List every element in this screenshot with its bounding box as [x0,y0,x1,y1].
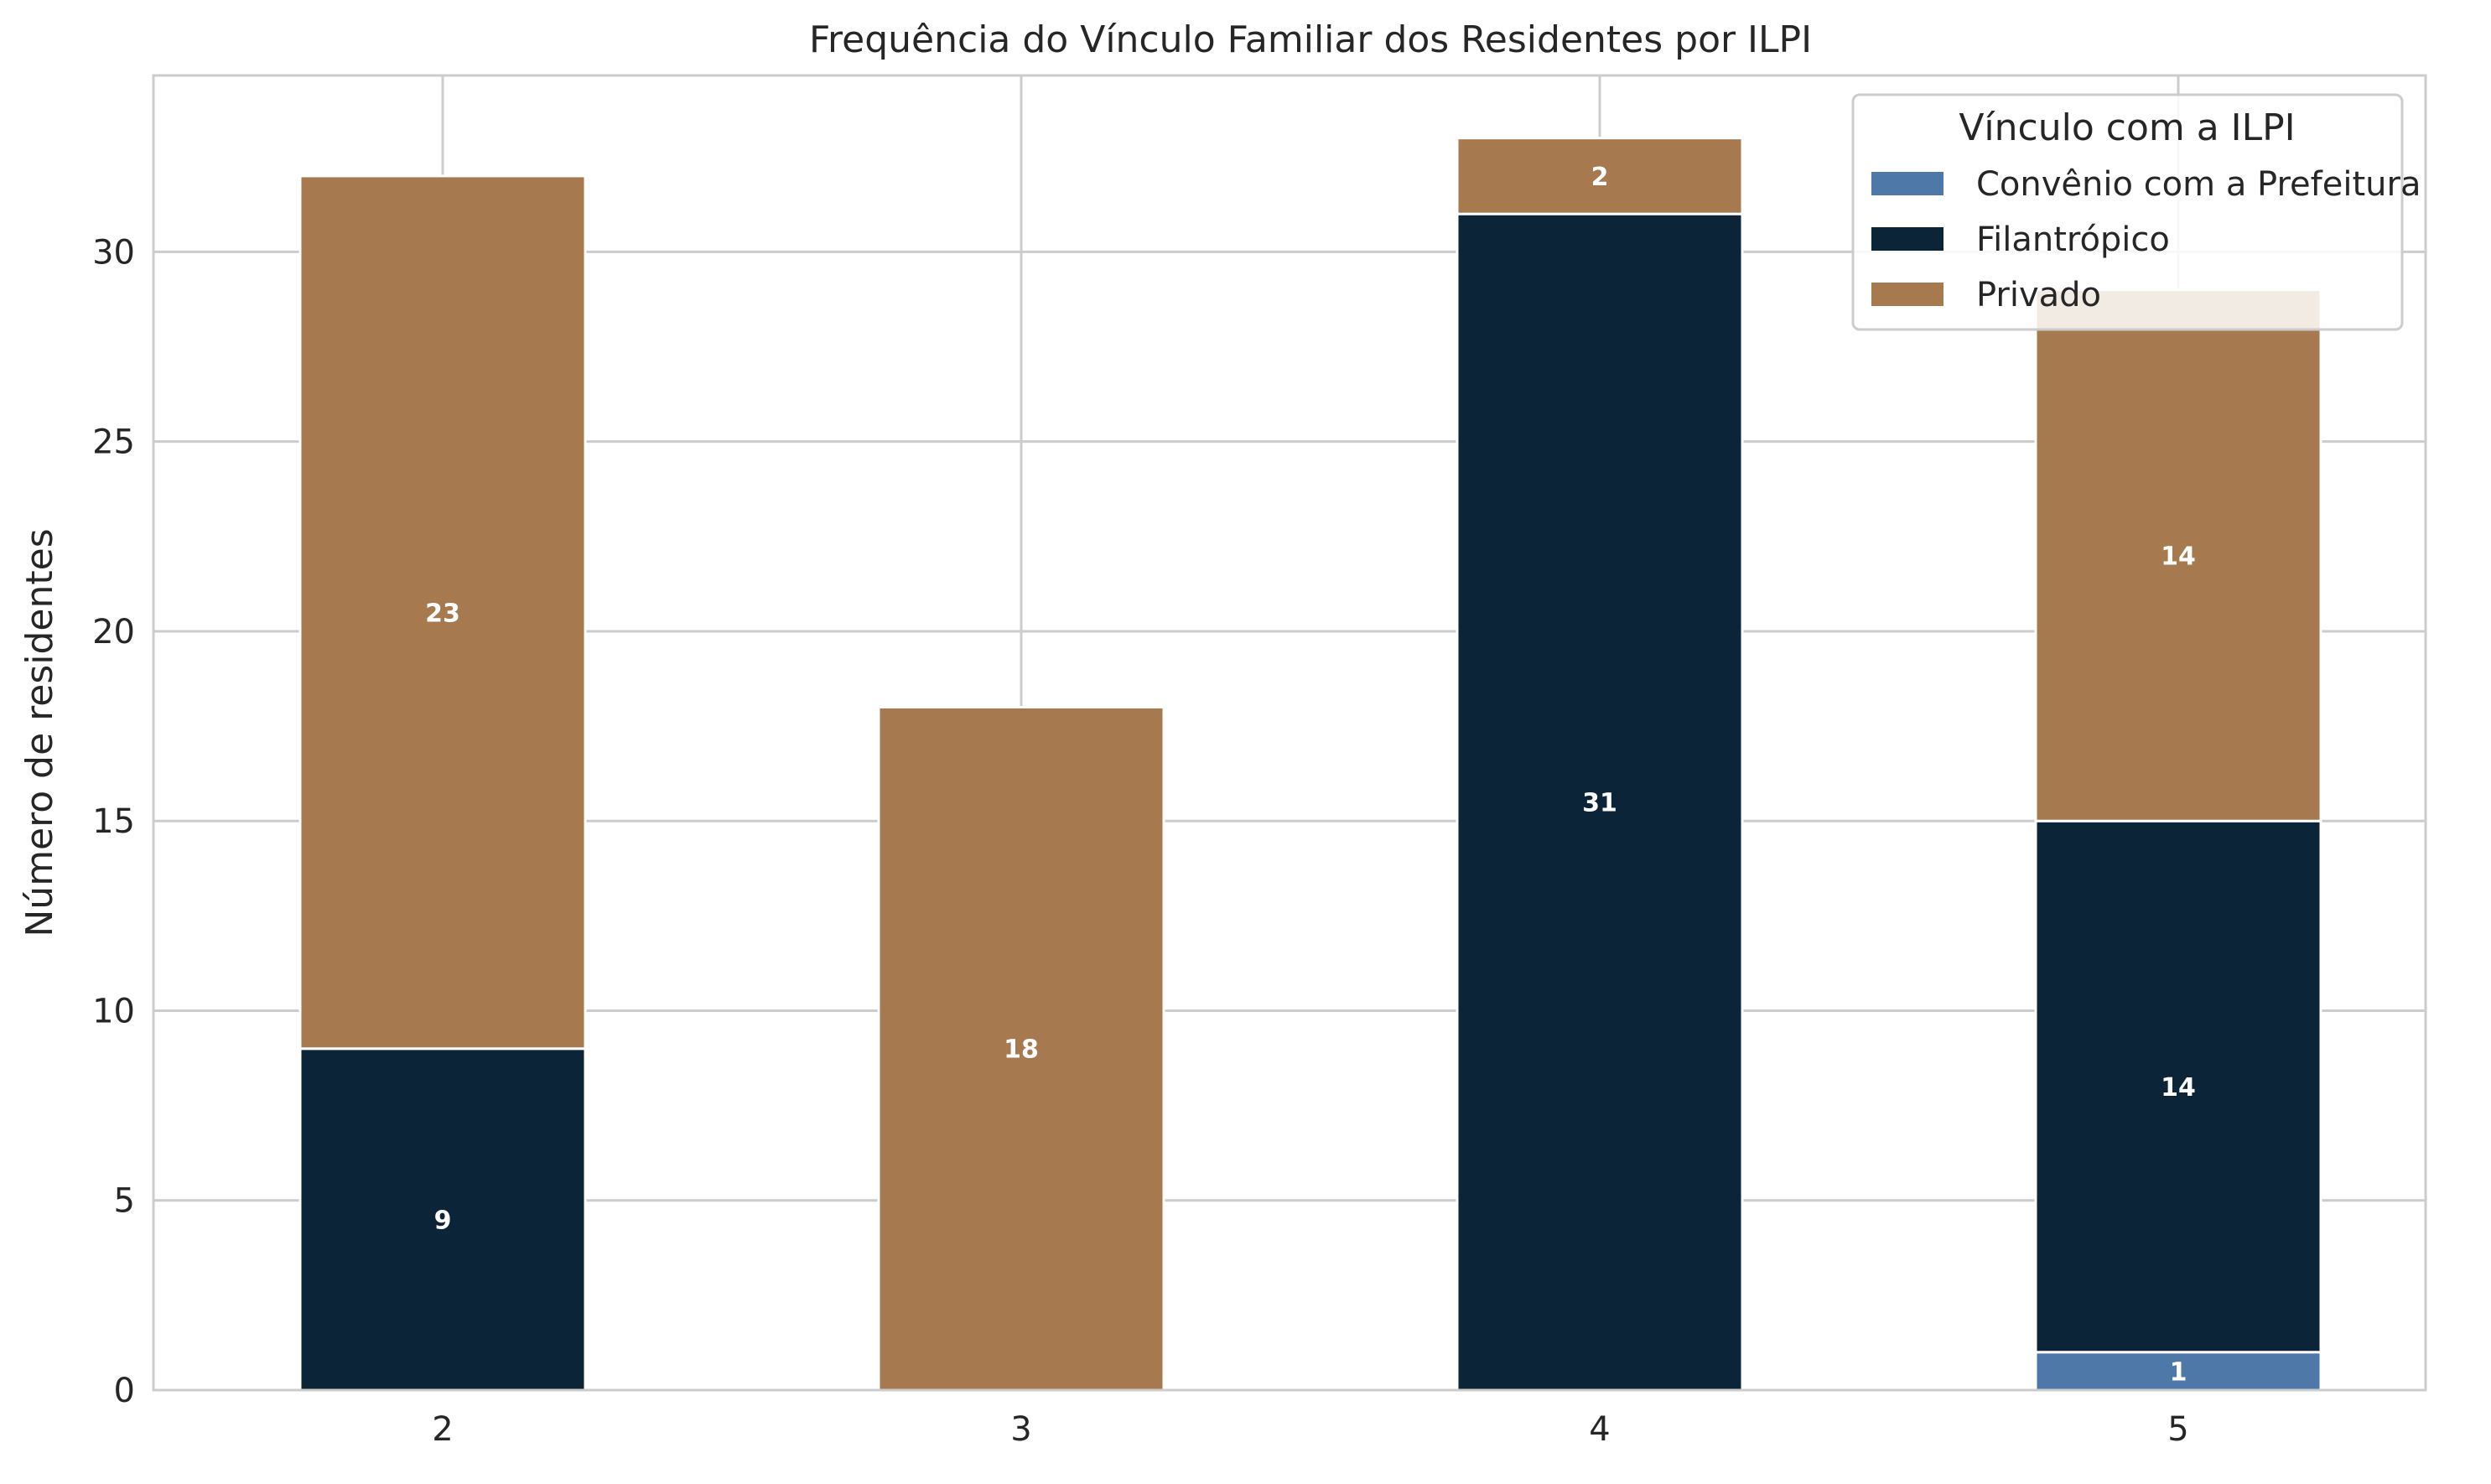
plot-frame [152,74,2427,1392]
legend: Vínculo com a ILPI Convênio com a Prefei… [1851,93,2421,331]
x-tick-label: 4 [1589,1410,1610,1449]
y-tick-label: 10 [92,992,135,1030]
legend-box [1851,93,2404,331]
y-tick-label: 0 [114,1372,135,1410]
data-label-filantr-pico-5: 14 [2161,1073,2196,1103]
y-tick-label: 5 [114,1182,135,1221]
legend-swatch-privado [1871,283,1943,306]
legend-label-privado: Privado [1976,276,2101,314]
y-tick-label: 20 [92,613,135,651]
bar-filantr-pico-4 [1456,212,1744,1392]
legend-items: Convênio com a Prefeitura Filantrópico Pri… [1871,165,2421,314]
y-tick-label: 25 [92,423,135,462]
bar-conv-nio-com-a-prefeitura-5 [2034,1351,2322,1392]
bar-privado-5 [2034,288,2322,822]
data-label-filantr-pico-2: 9 [434,1206,452,1235]
data-labels-layer: 9 23 18 31 2 1 14 14 [425,163,2196,1387]
x-tick-label: 3 [1010,1410,1031,1449]
data-label-privado-2: 23 [425,599,460,628]
x-tick-label: 5 [2167,1410,2188,1449]
y-tick-labels: 0 5 10 15 20 25 30 [92,233,135,1410]
bar-filantr-pico-2 [298,1047,587,1392]
x-tick-labels: 2 3 4 5 [432,1410,2188,1449]
x-tick-label: 2 [432,1410,453,1449]
data-label-conv-nio-com-a-prefeitura-5: 1 [2170,1357,2187,1387]
legend-title: Vínculo com a ILPI [1959,106,2295,149]
data-label-filantr-pico-4: 31 [1582,789,1617,818]
y-tick-label: 30 [92,233,135,272]
data-label-privado-3: 18 [1004,1035,1039,1065]
data-label-privado-5: 14 [2161,542,2196,571]
y-tick-label: 15 [92,802,135,841]
legend-swatch-conv-nio-com-a-prefeitura [1871,172,1943,195]
legend-label-conv-nio-com-a-prefeitura: Convênio com a Prefeitura [1976,165,2421,204]
bar-privado-3 [877,705,1165,1392]
legend-swatch-filantr-pico [1871,227,1943,251]
bar-privado-4 [1456,137,1744,215]
data-label-privado-4: 2 [1591,163,1609,192]
y-axis-label: Número de residentes [18,528,61,937]
chart-title: Frequência do Vínculo Familiar dos Resid… [809,18,1812,61]
bar-filantr-pico-5 [2034,819,2322,1354]
bars-layer [298,137,2322,1392]
bar-privado-2 [298,174,587,1051]
legend-label-filantr-pico: Filantrópico [1976,221,2170,259]
